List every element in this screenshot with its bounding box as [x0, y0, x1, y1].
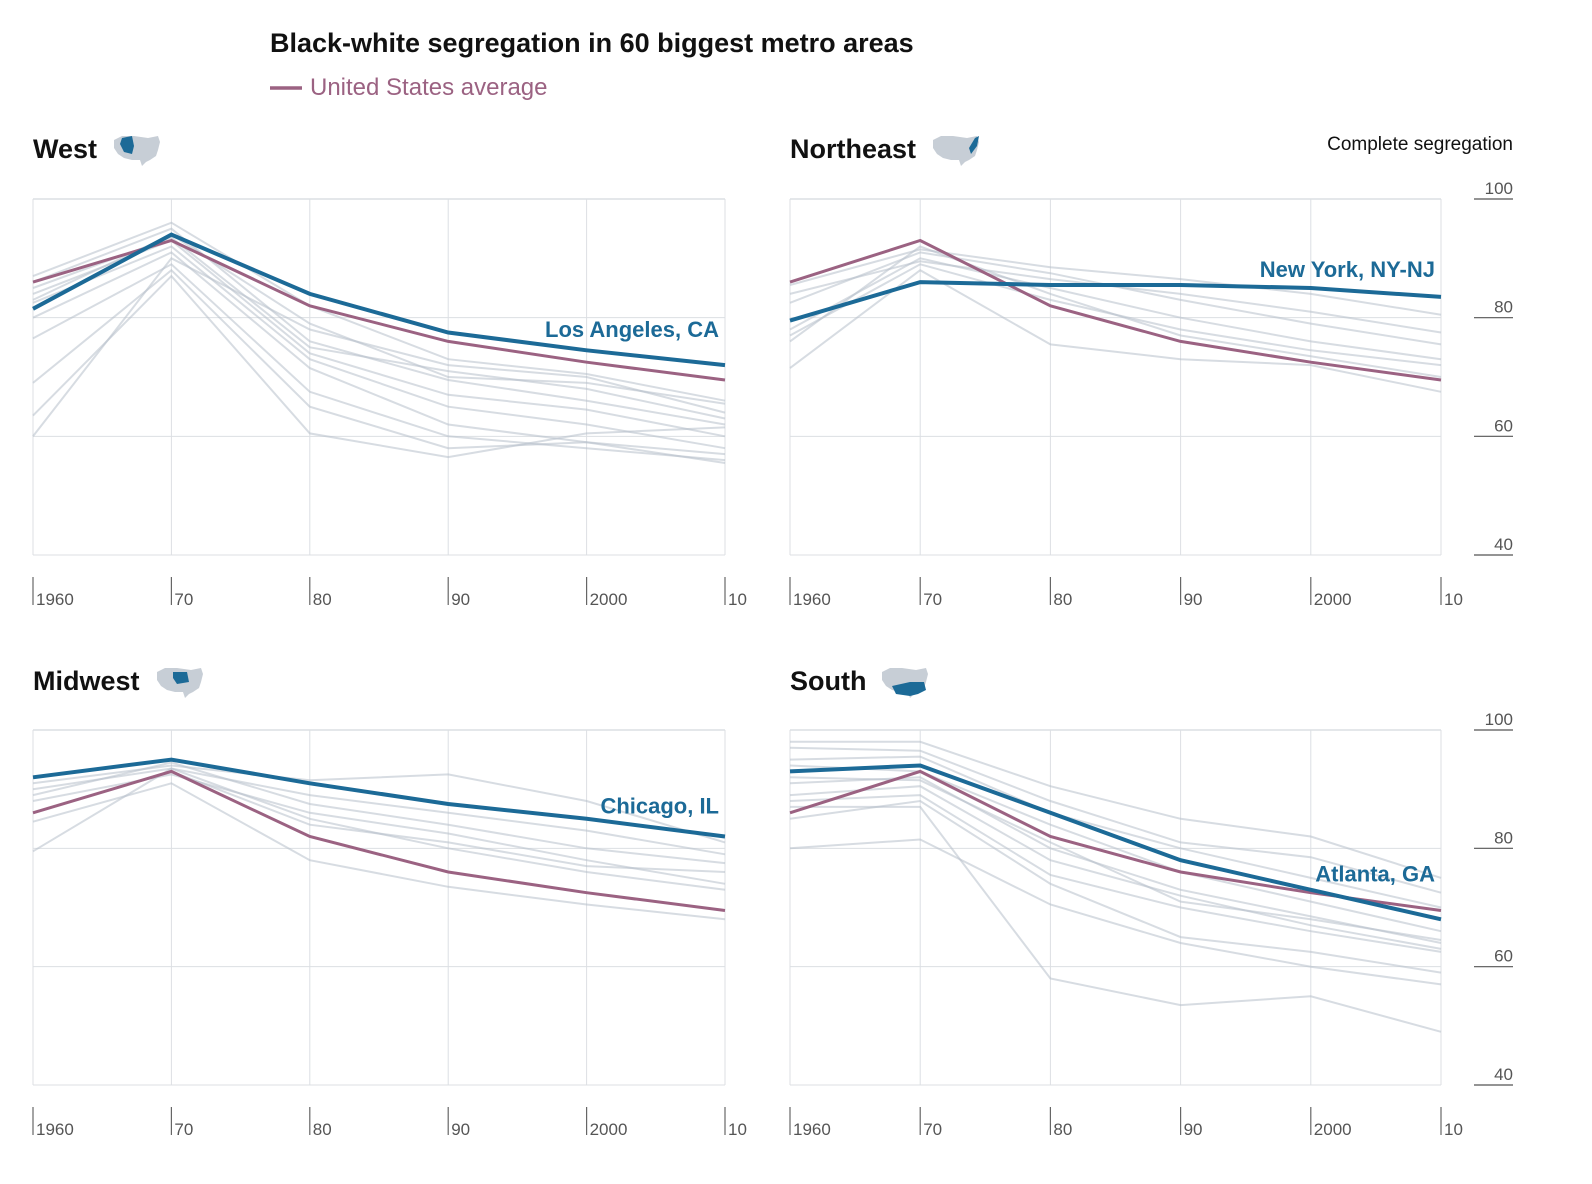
- x-tick-label: 70: [174, 1120, 193, 1139]
- metro-line: [32, 221, 726, 402]
- panel-midwest: Midwest 1960 70 80 90 2000 10 Chicago, IL: [32, 666, 747, 1139]
- us-map-midwest-icon: [157, 668, 203, 698]
- y-tick-label: 80: [1494, 828, 1513, 847]
- y-tick-label: 100: [1485, 179, 1513, 198]
- x-tick-label: 1960: [793, 1120, 831, 1139]
- metro-line: [789, 263, 1442, 367]
- metro-line: [32, 767, 726, 891]
- metro-line: [789, 764, 1442, 933]
- metro-line: [789, 755, 1442, 909]
- us-average-line: [32, 769, 726, 912]
- panel-title: Midwest: [33, 666, 140, 696]
- y-tick-label: 60: [1494, 947, 1513, 966]
- metro-line: [32, 263, 726, 462]
- metro-line: [32, 251, 726, 456]
- x-tick-label: 90: [451, 1120, 470, 1139]
- panel-title: West: [33, 134, 97, 164]
- chart-title: Black-white segregation in 60 biggest me…: [270, 28, 914, 58]
- us-map-south-icon: [882, 668, 928, 698]
- x-tick-label: 70: [923, 590, 942, 609]
- metro-line: [32, 257, 726, 437]
- metro-line: [789, 799, 1442, 974]
- us-map-west-icon: [114, 136, 160, 166]
- panel-northeast: Northeast 1960 70 80 90 2000 10 100 80 60 40 New Yo…: [789, 134, 1513, 609]
- panel-west: West 1960 70 80 90 2000 10 Los Angeles, CA: [32, 134, 747, 609]
- metro-line: [32, 274, 726, 459]
- highlight-label: Chicago, IL: [600, 794, 719, 819]
- x-tick-label: 10: [1444, 590, 1463, 609]
- x-tick-label: 1960: [36, 1120, 74, 1139]
- x-tick-label: 1960: [793, 590, 831, 609]
- y-axis-label: Complete segregation: [1327, 134, 1513, 155]
- highlight-line: [789, 280, 1442, 323]
- legend-label-us-average: United States average: [310, 74, 547, 101]
- highlight-line: [32, 757, 726, 839]
- metro-line: [789, 794, 1442, 953]
- highlight-line: [32, 232, 726, 368]
- x-tick-label: 80: [1053, 590, 1072, 609]
- metro-line: [789, 838, 1442, 986]
- y-tick-label: 40: [1494, 535, 1513, 554]
- x-tick-label: 80: [1053, 1120, 1072, 1139]
- panel-south: South 1960 70 80 90 2000 10 100 80 60 40 Atlanta, G…: [789, 666, 1513, 1139]
- y-tick-label: 60: [1494, 416, 1513, 435]
- metro-line: [32, 761, 726, 865]
- highlight-line: [789, 763, 1442, 922]
- x-tick-label: 2000: [590, 590, 628, 609]
- metro-line: [32, 767, 726, 856]
- x-tick-label: 90: [1184, 1120, 1203, 1139]
- x-tick-label: 90: [451, 590, 470, 609]
- metro-line: [32, 239, 726, 438]
- highlight-label: Atlanta, GA: [1315, 861, 1435, 886]
- panels: West 1960 70 80 90 2000 10 Los Angeles, CA North…: [32, 134, 1513, 1139]
- y-tick-label: 80: [1494, 298, 1513, 317]
- x-tick-label: 10: [728, 1120, 747, 1139]
- x-tick-label: 10: [728, 590, 747, 609]
- x-tick-label: 1960: [36, 590, 74, 609]
- panel-title: South: [790, 666, 866, 696]
- metro-line: [32, 245, 726, 450]
- metro-line: [789, 257, 1442, 361]
- metro-line: [790, 740, 1442, 879]
- metro-line: [789, 785, 1442, 950]
- us-average-line: [789, 238, 1442, 382]
- x-tick-label: 70: [174, 590, 193, 609]
- highlight-label: New York, NY-NJ: [1260, 257, 1435, 282]
- y-tick-label: 40: [1494, 1065, 1513, 1084]
- x-tick-label: 80: [313, 1120, 332, 1139]
- metro-line: [32, 782, 726, 921]
- metro-line: [32, 227, 726, 426]
- metro-line: [789, 746, 1442, 894]
- us-map-northeast-icon: [933, 136, 979, 166]
- x-tick-label: 2000: [1314, 1120, 1352, 1139]
- y-tick-label: 100: [1485, 710, 1513, 729]
- x-tick-label: 2000: [590, 1120, 628, 1139]
- metro-line: [790, 805, 1442, 1033]
- x-tick-label: 70: [923, 1120, 942, 1139]
- highlight-label: Los Angeles, CA: [545, 317, 719, 342]
- x-tick-label: 2000: [1314, 590, 1352, 609]
- panel-title: Northeast: [790, 134, 916, 164]
- x-tick-label: 80: [313, 590, 332, 609]
- x-tick-label: 10: [1444, 1120, 1463, 1139]
- metro-line: [789, 248, 1442, 316]
- x-tick-label: 90: [1184, 590, 1203, 609]
